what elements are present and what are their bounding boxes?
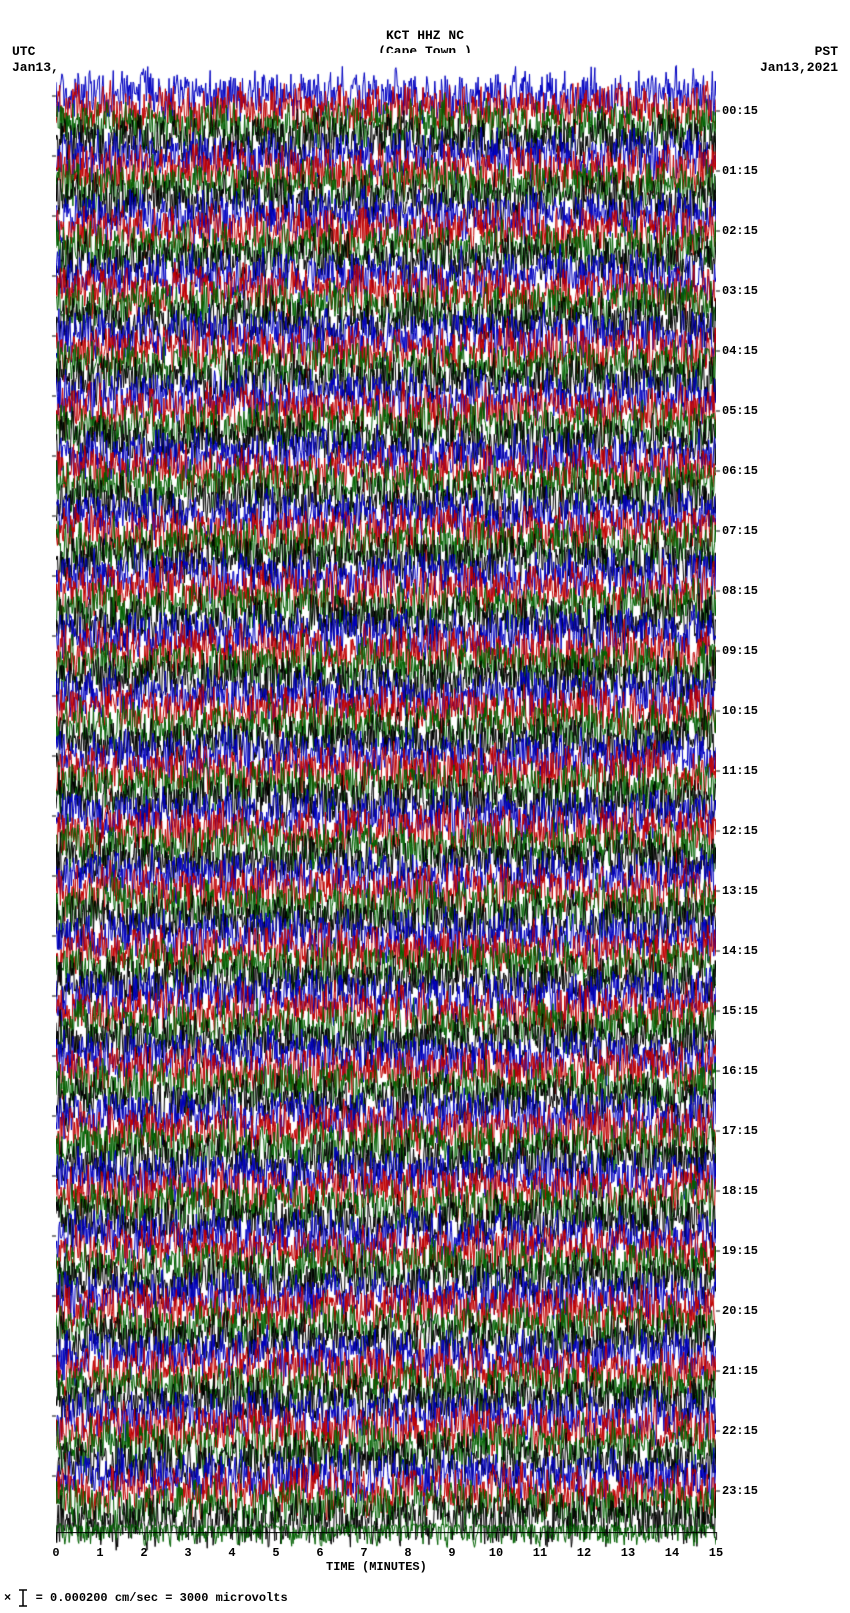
left-timezone: UTC	[12, 44, 35, 59]
right-time-label: 05:15	[722, 404, 758, 418]
right-time-label: 16:15	[722, 1064, 758, 1078]
x-tick-label: 12	[577, 1546, 591, 1560]
right-time-label: 23:15	[722, 1484, 758, 1498]
right-time-label: 01:15	[722, 164, 758, 178]
right-time-label: 19:15	[722, 1244, 758, 1258]
x-tick-label: 4	[228, 1546, 235, 1560]
right-time-label: 21:15	[722, 1364, 758, 1378]
x-tick-label: 2	[140, 1546, 147, 1560]
footer-scale: × = 0.000200 cm/sec = 3000 microvolts	[4, 1589, 288, 1607]
right-time-label: 06:15	[722, 464, 758, 478]
x-tick-label: 13	[621, 1546, 635, 1560]
x-tick-label: 0	[52, 1546, 59, 1560]
x-tick-label: 14	[665, 1546, 679, 1560]
footer-scale-text: = 0.000200 cm/sec = 3000 microvolts	[36, 1591, 288, 1605]
right-time-label: 14:15	[722, 944, 758, 958]
right-time-label: 08:15	[722, 584, 758, 598]
right-time-label: 17:15	[722, 1124, 758, 1138]
x-tick-label: 9	[448, 1546, 455, 1560]
x-axis-label: TIME (MINUTES)	[326, 1560, 427, 1574]
x-tick-label: 6	[316, 1546, 323, 1560]
x-tick-label: 3	[184, 1546, 191, 1560]
right-time-label: 00:15	[722, 104, 758, 118]
footer-scale-bar-icon	[18, 1589, 28, 1607]
right-time-label: 12:15	[722, 824, 758, 838]
right-time-label: 13:15	[722, 884, 758, 898]
right-time-label: 04:15	[722, 344, 758, 358]
right-time-label: 02:15	[722, 224, 758, 238]
footer-scale-prefix: ×	[4, 1591, 11, 1605]
x-tick-label: 10	[489, 1546, 503, 1560]
right-date: Jan13,2021	[760, 60, 838, 75]
right-time-label: 15:15	[722, 1004, 758, 1018]
right-time-label: 18:15	[722, 1184, 758, 1198]
right-timezone: PST	[815, 44, 838, 59]
right-time-label: 11:15	[722, 764, 758, 778]
right-time-label: 20:15	[722, 1304, 758, 1318]
right-time-label: 09:15	[722, 644, 758, 658]
x-tick-label: 7	[360, 1546, 367, 1560]
right-time-label: 07:15	[722, 524, 758, 538]
x-tick-label: 15	[709, 1546, 723, 1560]
x-tick-label: 5	[272, 1546, 279, 1560]
helicorder-plot	[56, 53, 716, 1563]
x-tick-label: 1	[96, 1546, 103, 1560]
x-tick-marks	[56, 1532, 718, 1548]
right-time-label: 22:15	[722, 1424, 758, 1438]
x-tick-label: 8	[404, 1546, 411, 1560]
station-title: KCT HHZ NC	[0, 28, 850, 43]
right-time-label: 10:15	[722, 704, 758, 718]
right-time-label: 03:15	[722, 284, 758, 298]
x-tick-label: 11	[533, 1546, 547, 1560]
